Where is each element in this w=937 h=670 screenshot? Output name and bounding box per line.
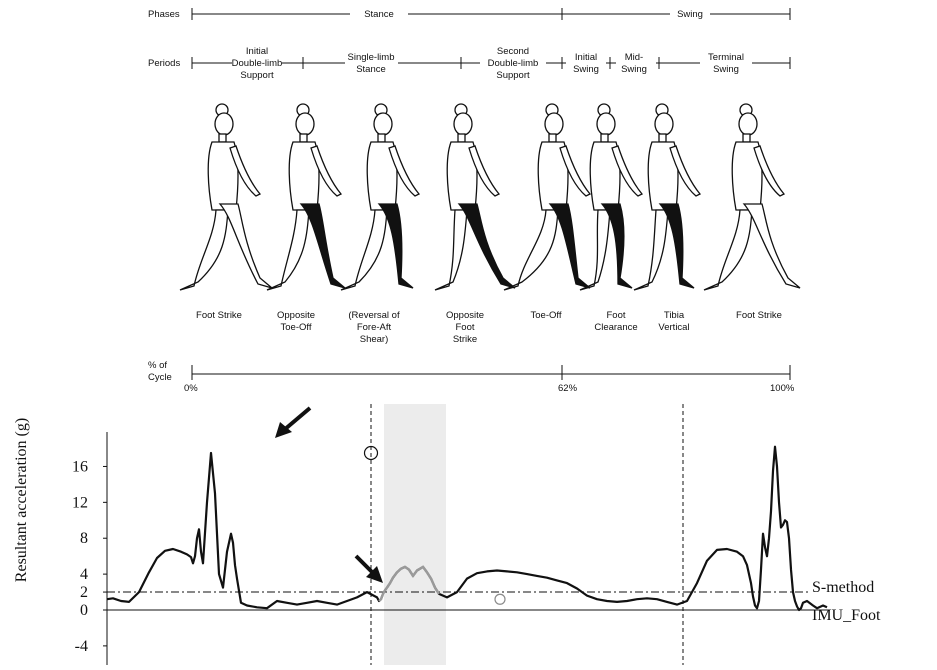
onset-arrow-shaft bbox=[354, 554, 376, 576]
event-label: Toe-Off bbox=[281, 322, 312, 333]
y-tick-label: 2 bbox=[80, 584, 88, 601]
walker-leg-dark bbox=[600, 203, 633, 289]
walker-leg-dark bbox=[742, 203, 801, 289]
event-label: Foot bbox=[606, 310, 625, 321]
period-initial-swing-1: Initial bbox=[575, 52, 597, 63]
period-initial-double-limb-1: Initial bbox=[246, 46, 268, 57]
y-tick-label: 12 bbox=[72, 494, 88, 511]
cycle-tick-100: 100% bbox=[770, 383, 795, 394]
event-label: Shear) bbox=[360, 334, 389, 345]
period-mid-swing-2: Swing bbox=[621, 64, 647, 75]
period-initial-swing-2: Swing bbox=[573, 64, 599, 75]
phase-swing: Swing bbox=[677, 9, 703, 20]
walker-leg-dark bbox=[377, 203, 414, 289]
walker-leg-light bbox=[579, 209, 611, 291]
walker-figure bbox=[703, 103, 801, 291]
series-line bbox=[106, 445, 828, 612]
event-label: Foot Strike bbox=[196, 310, 242, 321]
walker-body bbox=[207, 103, 261, 211]
walker-figure bbox=[179, 103, 273, 291]
acceleration-chart: 16 12 8 420 -4 bbox=[72, 404, 830, 665]
walker-leg-light bbox=[503, 209, 559, 291]
walker-figure bbox=[266, 103, 346, 291]
peak-arrow-head bbox=[275, 422, 292, 438]
peak-arrow-shaft bbox=[282, 406, 312, 432]
walker-body bbox=[731, 103, 785, 211]
walker-figure bbox=[340, 103, 420, 291]
period-mid-swing-1: Mid- bbox=[625, 52, 643, 63]
label-s-method: S-method bbox=[812, 579, 874, 596]
onset-arrow-head bbox=[366, 566, 383, 583]
walker-leg-light bbox=[179, 209, 229, 291]
event-label: Tibia bbox=[664, 310, 685, 321]
highlight-band bbox=[384, 404, 446, 665]
walker-leg-dark bbox=[457, 203, 516, 289]
cycle-label-1: % of bbox=[148, 360, 167, 371]
walker-leg-light bbox=[266, 209, 310, 291]
cycle-tick-62: 62% bbox=[558, 383, 578, 394]
onset-marker bbox=[494, 593, 506, 605]
cycle-axis bbox=[191, 365, 791, 380]
walker-leg-light bbox=[633, 209, 669, 291]
peak-marker bbox=[363, 445, 379, 461]
phase-stance: Stance bbox=[364, 9, 394, 20]
y-tick-label: 16 bbox=[72, 458, 88, 475]
event-label: Foot bbox=[455, 322, 474, 333]
event-label: Vertical bbox=[658, 322, 689, 333]
walker-leg-dark bbox=[218, 203, 273, 289]
walker-body bbox=[366, 103, 420, 211]
y-tick-label: 8 bbox=[80, 530, 88, 547]
walker-leg-light bbox=[434, 209, 468, 291]
walker-body bbox=[537, 103, 591, 211]
period-second-double-limb-3: Support bbox=[496, 70, 530, 81]
phases-label: Phases bbox=[148, 9, 180, 20]
label-imu-foot: IMU_Foot bbox=[812, 607, 881, 624]
period-terminal-swing-1: Terminal bbox=[708, 52, 744, 63]
period-terminal-swing-2: Swing bbox=[713, 64, 739, 75]
cycle-tick-0: 0% bbox=[184, 383, 198, 394]
walker-leg-dark bbox=[548, 203, 591, 289]
period-initial-double-limb-2: Double-limb bbox=[232, 58, 283, 69]
event-label: Foot Strike bbox=[736, 310, 782, 321]
walking-figures bbox=[179, 103, 801, 291]
walker-leg-light bbox=[703, 209, 753, 291]
event-label: Fore-Aft bbox=[357, 322, 392, 333]
onset-arrow bbox=[354, 554, 383, 583]
walker-body bbox=[288, 103, 342, 211]
periods-bracket bbox=[191, 57, 791, 69]
periods-label: Periods bbox=[148, 58, 180, 69]
event-label: (Reversal of bbox=[348, 310, 400, 321]
walker-body bbox=[589, 103, 643, 211]
walker-body bbox=[446, 103, 500, 211]
event-label: Opposite bbox=[446, 310, 484, 321]
y-tick-label: 0 bbox=[80, 602, 88, 619]
highlighted-segment bbox=[378, 565, 441, 602]
period-second-double-limb-1: Second bbox=[497, 46, 529, 57]
period-second-double-limb-2: Double-limb bbox=[488, 58, 539, 69]
walker-figure bbox=[633, 103, 701, 291]
period-single-limb-2: Stance bbox=[356, 64, 386, 75]
walker-leg-dark bbox=[658, 203, 695, 289]
walker-body bbox=[647, 103, 701, 211]
event-label: Opposite bbox=[277, 310, 315, 321]
period-single-limb-1: Single-limb bbox=[348, 52, 395, 63]
event-label: Strike bbox=[453, 334, 477, 345]
y-axis-label-text: Resultant acceleration (g) bbox=[13, 418, 30, 582]
walker-figure bbox=[434, 103, 516, 291]
y-axis-label: Resultant acceleration (g) bbox=[13, 418, 30, 582]
period-initial-double-limb-3: Support bbox=[240, 70, 274, 81]
walker-figure bbox=[503, 103, 591, 291]
peak-arrow bbox=[275, 406, 312, 438]
walker-figure bbox=[579, 103, 643, 291]
event-label: Clearance bbox=[594, 322, 637, 333]
event-label: Toe-Off bbox=[531, 310, 562, 321]
y-tick-label: -4 bbox=[75, 638, 88, 655]
walker-leg-light bbox=[340, 209, 388, 291]
phases-bracket bbox=[191, 8, 791, 20]
cycle-label-2: Cycle bbox=[148, 372, 172, 383]
y-tick-label: 4 bbox=[80, 566, 88, 583]
